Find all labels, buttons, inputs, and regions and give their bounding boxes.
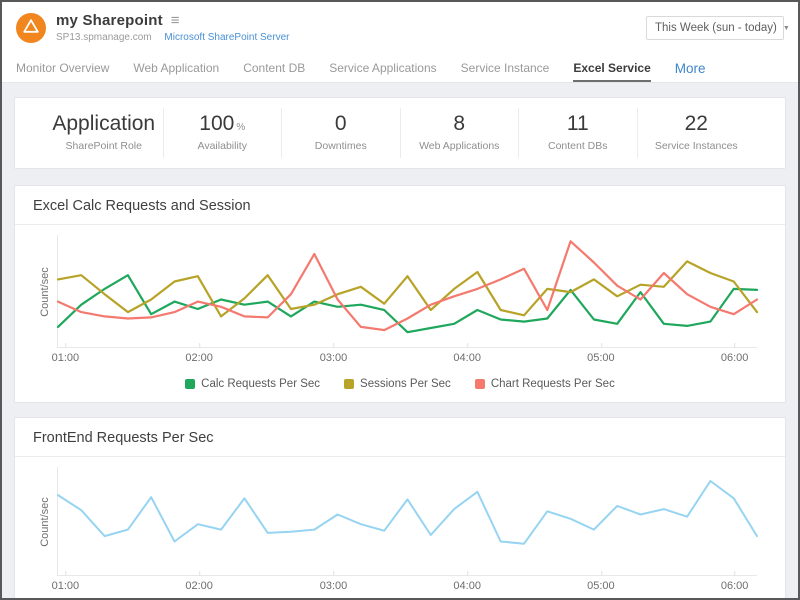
x-tick: 05:00 xyxy=(587,343,615,365)
monitor-tabs: Monitor Overview Web Application Content… xyxy=(2,56,798,83)
x-tick: 03:00 xyxy=(319,571,348,593)
sharepoint-monitor-logo xyxy=(16,13,46,43)
legend-swatch xyxy=(344,379,355,390)
stat-availability: 100% Availability xyxy=(162,108,282,159)
y-axis-label: Count/sec xyxy=(39,266,51,317)
stat-value: 0 xyxy=(334,112,347,135)
stat-label: SharePoint Role xyxy=(65,140,142,153)
frontend-chart-card: FrontEnd Requests Per Sec Count/sec 01:0… xyxy=(14,417,786,598)
stat-value: 22 xyxy=(684,112,708,135)
stat-web-applications: 8 Web Applications xyxy=(399,108,519,159)
chart-title: FrontEnd Requests Per Sec xyxy=(33,430,214,447)
x-tick: 01:00 xyxy=(51,571,80,593)
stat-value: 100 xyxy=(199,112,235,135)
time-range-value: This Week (sun - today) xyxy=(655,22,777,34)
stat-label: Web Applications xyxy=(419,140,500,153)
x-tick: 06:00 xyxy=(720,343,749,365)
tab-web-application[interactable]: Web Application xyxy=(133,61,220,75)
x-tick: 02:00 xyxy=(185,571,213,593)
stat-value: Application xyxy=(52,112,156,135)
chart-legend: Calc Requests Per Sec Sessions Per Sec C… xyxy=(33,378,767,390)
stat-label: Availability xyxy=(197,140,247,153)
tab-content-db[interactable]: Content DB xyxy=(243,61,306,75)
tab-excel-service[interactable]: Excel Service xyxy=(573,61,651,82)
percent-suffix: % xyxy=(236,122,246,133)
stat-label: Downtimes xyxy=(314,140,367,153)
line-chart xyxy=(58,235,757,347)
stat-label: Content DBs xyxy=(547,140,608,153)
stat-value: 8 xyxy=(453,112,466,135)
excel-calc-chart-card: Excel Calc Requests and Session Count/se… xyxy=(14,185,786,404)
legend-item-calc-requests[interactable]: Calc Requests Per Sec xyxy=(185,378,320,390)
legend-item-chart-requests[interactable]: Chart Requests Per Sec xyxy=(474,378,615,391)
y-axis-label: Count/sec xyxy=(39,496,51,547)
monitor-title-block: my Sharepoint ≡ SP13.spmanage.com Micros… xyxy=(56,12,646,43)
dashboard-content: Application SharePoint Role 100% Availab… xyxy=(2,83,798,598)
stat-downtimes: 0 Downtimes xyxy=(281,108,400,159)
x-tick: 04:00 xyxy=(453,571,481,593)
time-range-dropdown[interactable]: This Week (sun - today) ▼ xyxy=(646,16,790,40)
x-tick: 01:00 xyxy=(51,343,80,365)
stat-service-instances: 22 Service Instances xyxy=(636,108,756,159)
legend-label: Chart Requests Per Sec xyxy=(490,378,615,391)
divider xyxy=(15,224,785,226)
stat-content-dbs: 11 Content DBs xyxy=(518,108,637,159)
x-tick: 06:00 xyxy=(720,571,749,593)
chevron-down-icon: ▼ xyxy=(782,24,790,32)
legend-item-sessions[interactable]: Sessions Per Sec xyxy=(344,378,451,390)
excel-calc-chart-plot[interactable] xyxy=(57,235,757,349)
tab-service-applications[interactable]: Service Applications xyxy=(329,61,437,75)
monitor-header: my Sharepoint ≡ SP13.spmanage.com Micros… xyxy=(2,2,798,56)
stat-value: 11 xyxy=(566,112,589,135)
legend-swatch xyxy=(474,379,485,390)
x-axis-labels: 01:00 02:00 03:00 04:00 05:00 06:00 xyxy=(52,343,757,368)
stat-sharepoint-role: Application SharePoint Role xyxy=(45,108,163,158)
line-chart xyxy=(58,467,757,575)
divider xyxy=(15,456,785,458)
summary-stats-card: Application SharePoint Role 100% Availab… xyxy=(14,97,786,170)
hamburger-icon[interactable]: ≡ xyxy=(170,12,180,29)
x-tick: 05:00 xyxy=(587,571,615,593)
legend-label: Sessions Per Sec xyxy=(360,378,451,391)
tab-more[interactable]: More xyxy=(674,61,706,76)
monitor-host: SP13.spmanage.com xyxy=(56,32,152,43)
chart-title: Excel Calc Requests and Session xyxy=(33,198,251,215)
monitor-type-link[interactable]: Microsoft SharePoint Server xyxy=(164,32,290,43)
frontend-chart-plot[interactable] xyxy=(57,467,757,577)
page-title: my Sharepoint xyxy=(56,12,163,29)
stat-label: Service Instances xyxy=(654,140,738,153)
legend-swatch xyxy=(185,379,196,390)
x-axis-labels: 01:00 02:00 03:00 04:00 05:00 06:00 xyxy=(52,571,757,596)
warning-triangle-icon xyxy=(22,18,40,39)
x-tick: 04:00 xyxy=(453,343,481,365)
x-tick: 03:00 xyxy=(319,343,348,365)
x-tick: 02:00 xyxy=(185,343,213,365)
tab-service-instance[interactable]: Service Instance xyxy=(460,61,550,75)
tab-monitor-overview[interactable]: Monitor Overview xyxy=(16,61,110,75)
legend-label: Calc Requests Per Sec xyxy=(201,378,321,391)
